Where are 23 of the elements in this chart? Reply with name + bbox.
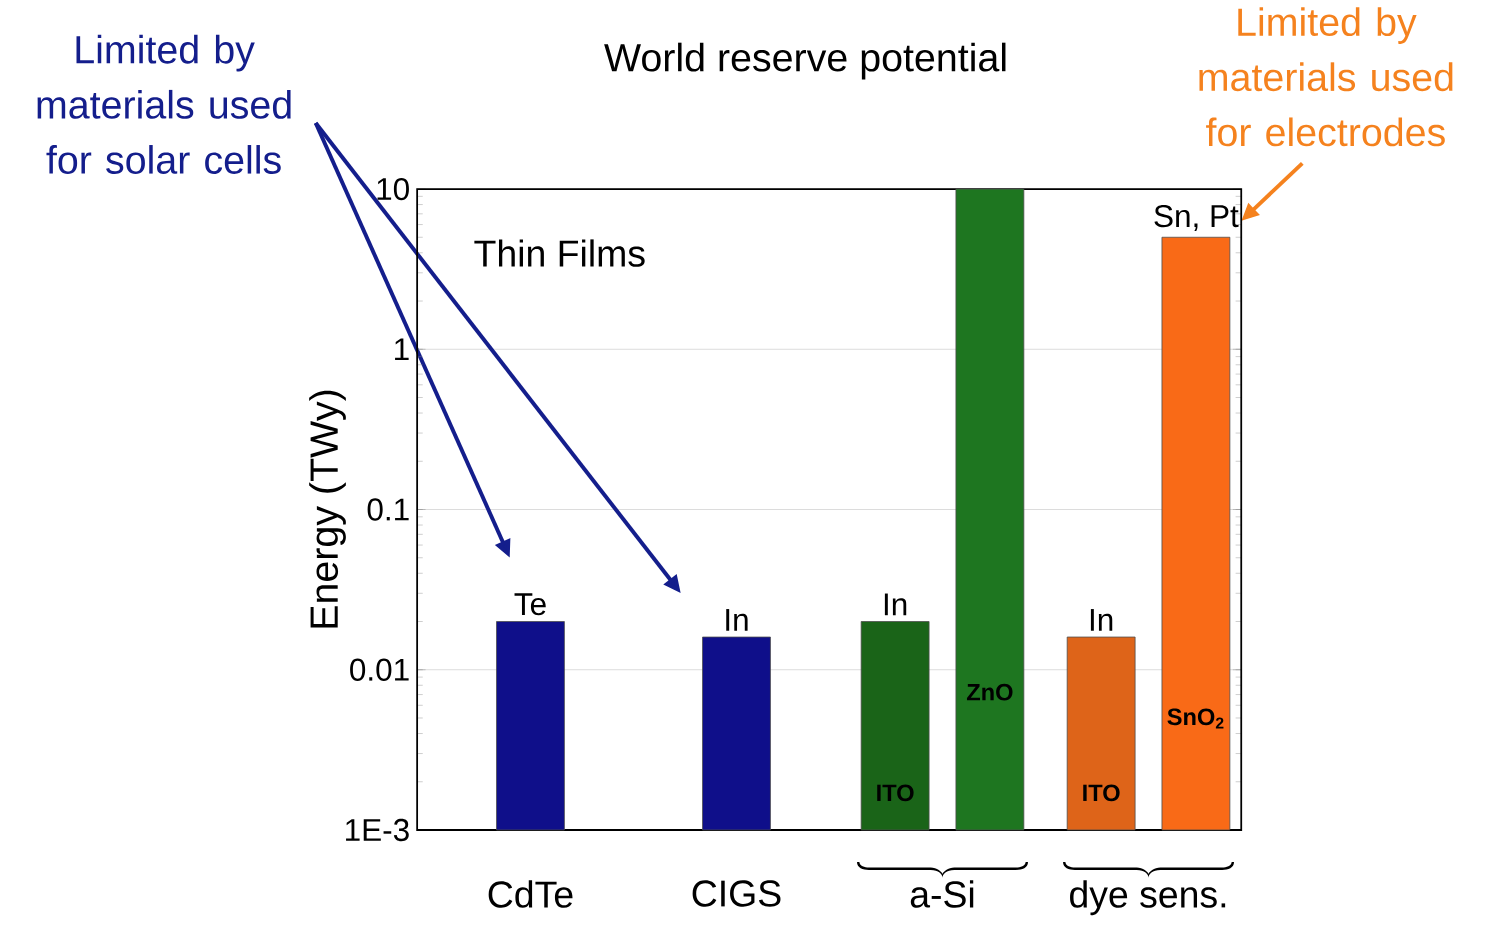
annotation: Thin Films bbox=[474, 239, 645, 267]
annotation: In bbox=[1090, 608, 1113, 631]
annotation: SnO$_{2}$ bbox=[1167, 708, 1224, 729]
annotation: Sn, Pt bbox=[1154, 204, 1239, 231]
annotation: In bbox=[726, 608, 748, 631]
x-tick-label: dye sens. bbox=[1070, 880, 1226, 916]
text: Limited by materials used for electrodes bbox=[1199, 7, 1453, 147]
annotation: ITO bbox=[877, 784, 914, 802]
x-tick-label: a-Si bbox=[910, 880, 974, 908]
y-tick-label: 1E-3 bbox=[346, 818, 409, 842]
y-tick-label: 10 bbox=[377, 177, 409, 201]
text: Limited by materials used for solar cells bbox=[37, 34, 291, 174]
y-tick-label: 0.01 bbox=[350, 658, 409, 681]
x-tick-label: CIGS bbox=[692, 880, 781, 907]
chart-title: World reserve potential bbox=[604, 42, 1006, 80]
annotation: ITO bbox=[1083, 784, 1120, 802]
x-tick-label: CdTe bbox=[488, 880, 573, 908]
y-tick-label: 1 bbox=[395, 338, 409, 360]
annotation: Te bbox=[514, 593, 546, 616]
y-axis-title: Energy (TWy) bbox=[309, 390, 346, 628]
annotation: In bbox=[884, 593, 907, 616]
annotation: ZnO bbox=[966, 683, 1013, 701]
y-tick-label: 0.1 bbox=[367, 498, 409, 521]
